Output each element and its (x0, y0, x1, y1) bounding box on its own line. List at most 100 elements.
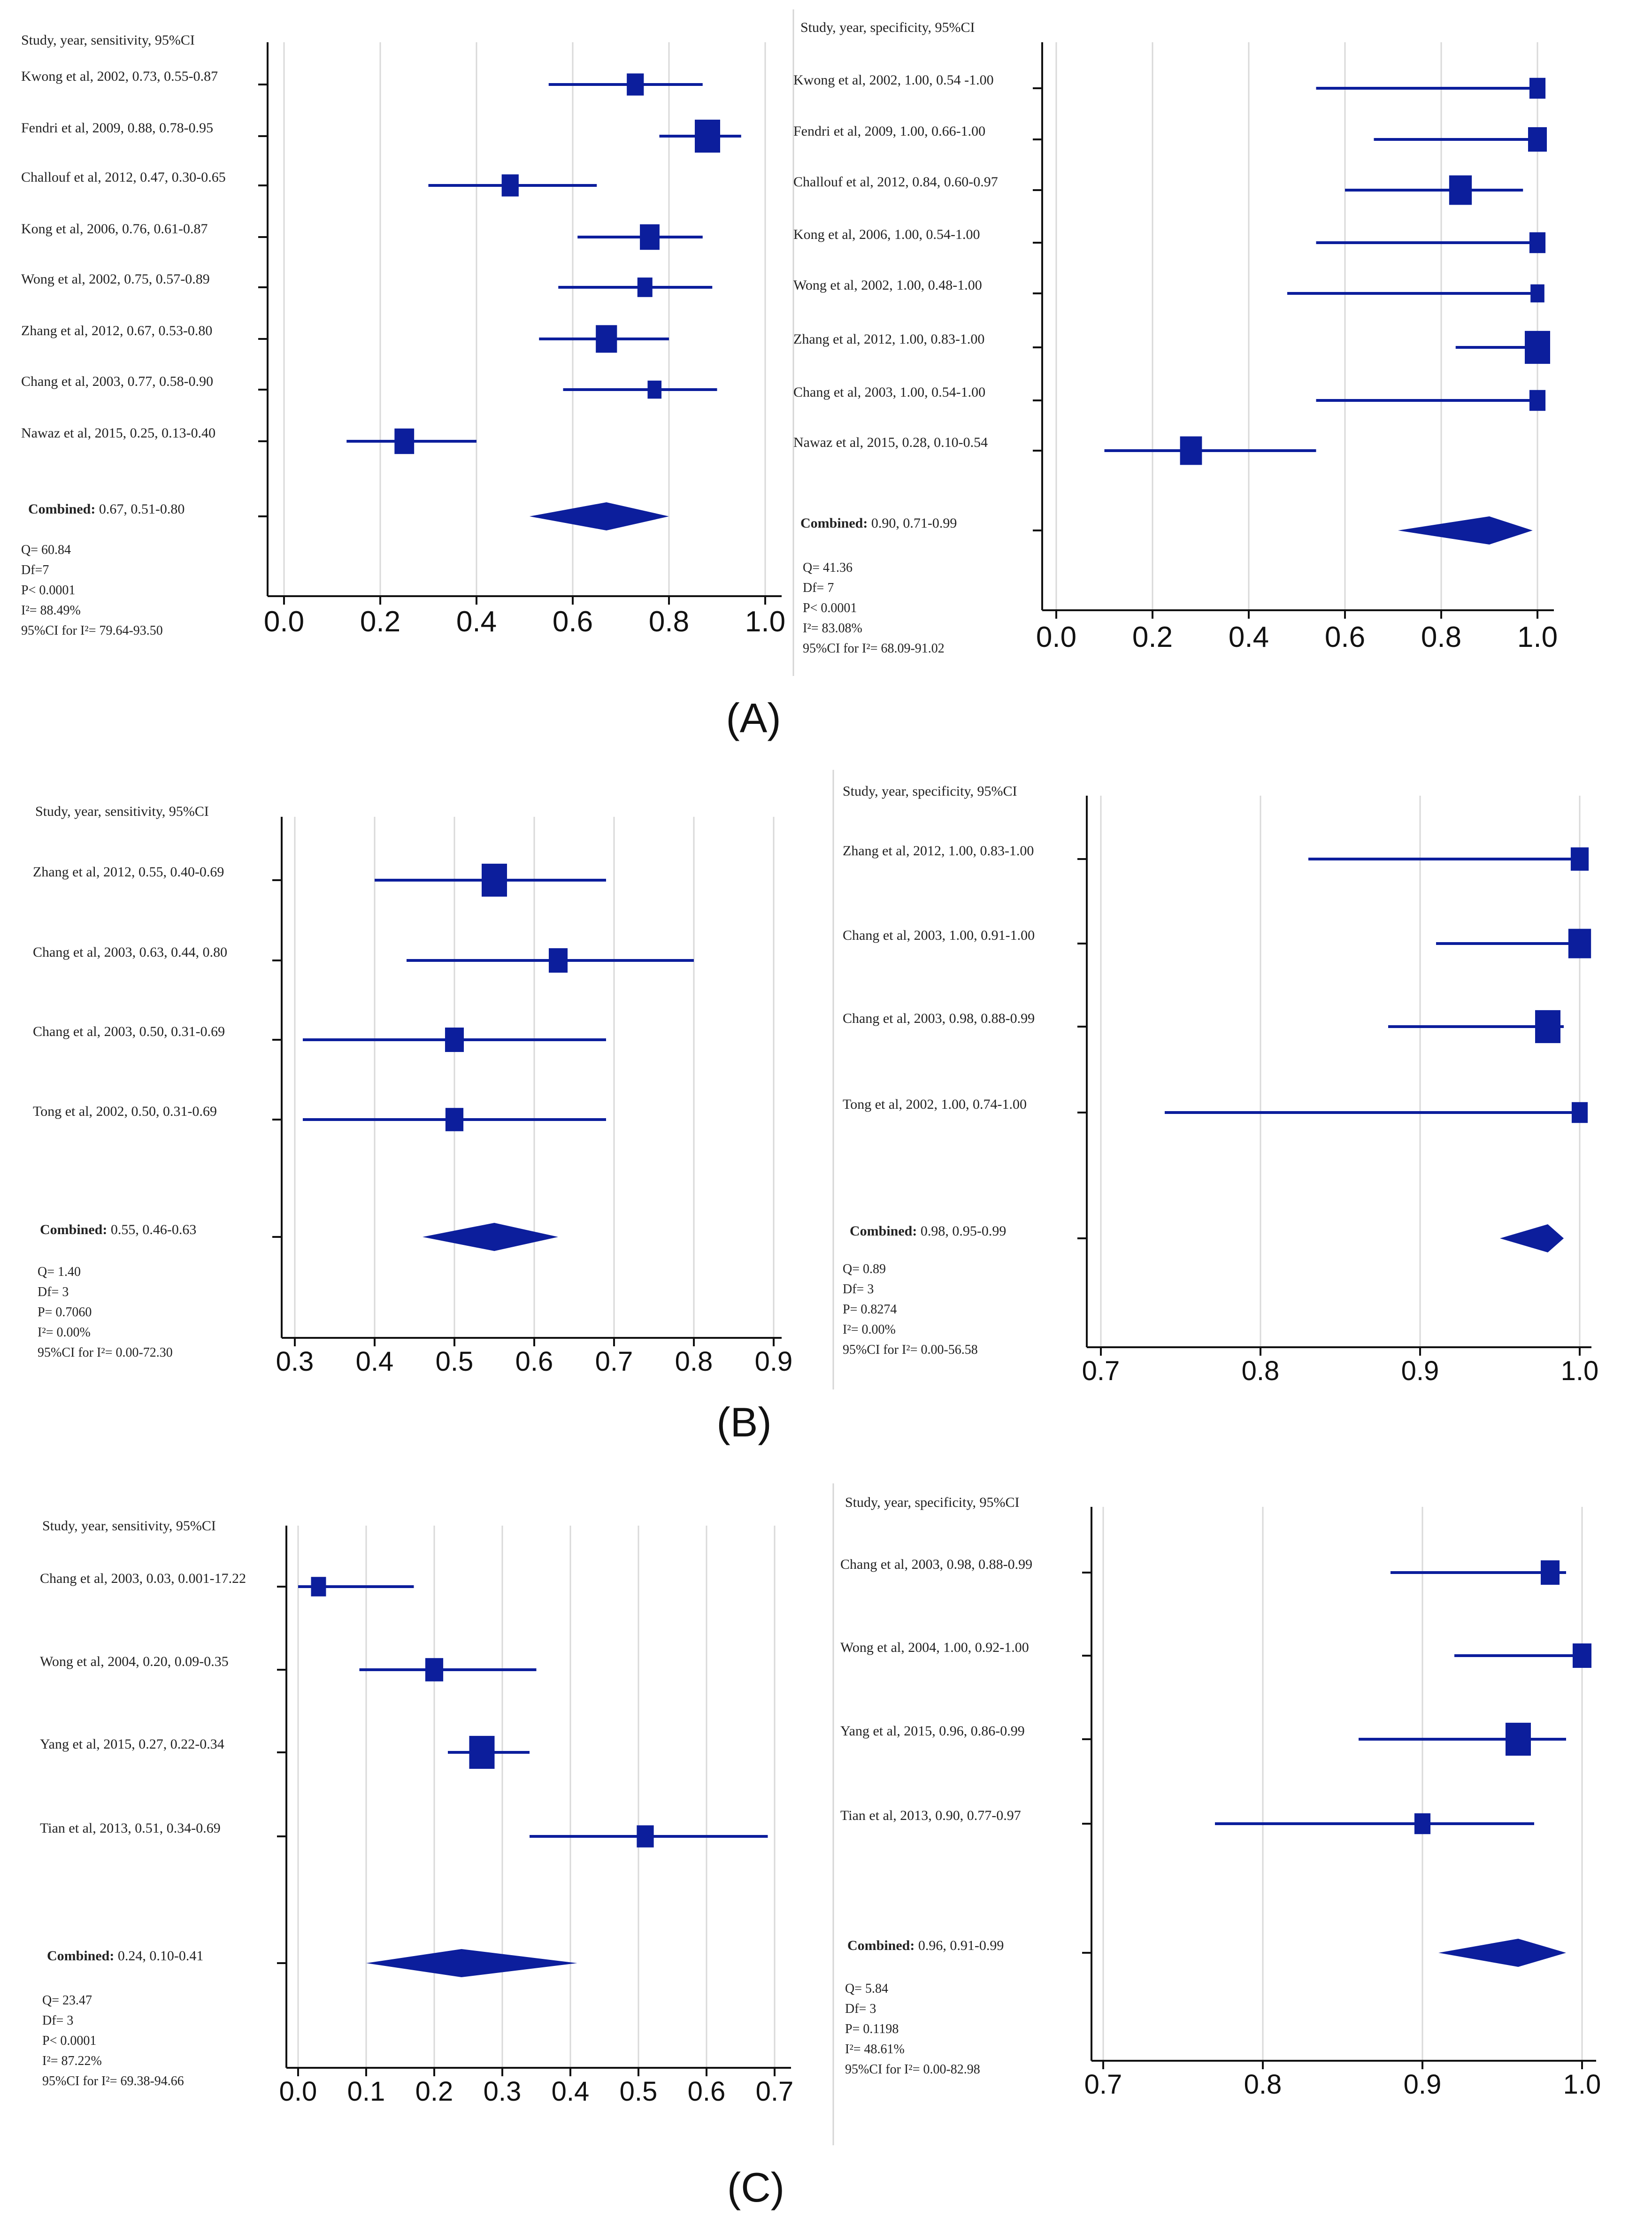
panel-c-left-stat-line: Df= 3 (42, 2013, 73, 2028)
panel-a-left-combined-label-bold: Combined: (28, 501, 95, 517)
panel-b-right-study-label: Chang et al, 2003, 1.00, 0.91-1.00 (843, 928, 1035, 943)
panel-c-right-study-label: Wong et al, 2004, 1.00, 0.92-1.00 (840, 1640, 1029, 1655)
panel-a-left-point-estimate (501, 174, 519, 197)
panel-c-left-point-estimate (425, 1658, 444, 1681)
panel-a-right-tick-label: 0.8 (1421, 621, 1461, 653)
panel-b-left-point-estimate (445, 1108, 464, 1131)
panel-a-left-tick-label: 0.4 (456, 606, 497, 638)
panel-a-right-point-estimate (1449, 175, 1472, 205)
panel-a-left-study-label: Challouf et al, 2012, 0.47, 0.30-0.65 (21, 169, 226, 185)
panel-a-left-point-estimate (394, 428, 415, 454)
panel-b-right-combined-label-values: 0.98, 0.95-0.99 (917, 1223, 1006, 1239)
panel-b-left-tick-label: 0.6 (515, 1346, 553, 1377)
panel-a-left: 0.0 0.2 0.4 0.6 0.8 1.0 Study, year, sensitivi… (21, 32, 785, 638)
panel-c-left-tick-label: 0.0 (279, 2076, 317, 2107)
panel-c-right: 0.7 0.8 0.9 1.0 Study, year, specificity, 95… (840, 1495, 1601, 2100)
panel-b-left-stat-line: Df= 3 (38, 1285, 69, 1299)
panel-a-left-tick-label: 0.8 (649, 606, 689, 638)
panel-a-right-point-estimate (1180, 436, 1202, 465)
panel-b-right-tick-label: 0.9 (1401, 1356, 1439, 1386)
panel-a-right-tick-label: 0.0 (1036, 621, 1076, 653)
panel-a-left-tick-label: 0.0 (264, 606, 304, 638)
panel-c-left-combined-label-bold: Combined: (47, 1948, 114, 1964)
panel-a-left-point-estimate (640, 224, 660, 250)
panel-c-left-study-label: Yang et al, 2015, 0.27, 0.22-0.34 (40, 1736, 224, 1752)
panel-a-right-tick-label: 1.0 (1517, 621, 1558, 653)
panel-a-left-stat-line: 95%CI for I²= 79.64-93.50 (21, 623, 163, 638)
panel-b-left: 0.3 0.4 0.5 0.6 0.7 0.8 0.9 Study, year, sensit… (33, 804, 792, 1377)
panel-a-left-study-label: Fendri et al, 2009, 0.88, 0.78-0.95 (21, 120, 213, 136)
panel-b-left-combined-diamond (423, 1223, 558, 1251)
panel-b-right-study-label: Tong et al, 2002, 1.00, 0.74-1.00 (843, 1097, 1027, 1112)
panel-b-right-stat-line: P= 0.8274 (843, 1302, 897, 1317)
panel-a-right-column-title: Study, year, specificity, 95%CI (800, 20, 975, 35)
panel-a-left-study-label: Kong et al, 2006, 0.76, 0.61-0.87 (21, 221, 207, 237)
panel-a-right-point-estimate (1529, 232, 1546, 253)
caption-a: (A) (726, 695, 781, 741)
panel-b-left-study-label: Chang et al, 2003, 0.50, 0.31-0.69 (33, 1024, 225, 1039)
panel-b-left-tick-label: 0.5 (436, 1346, 474, 1377)
panel-a-right-study-label: Kwong et al, 2002, 1.00, 0.54 -1.00 (793, 72, 994, 88)
panel-a-left-combined-diamond (529, 502, 669, 530)
panel-b-left-tick-label: 0.4 (356, 1346, 394, 1377)
panel-a-right-study-label: Zhang et al, 2012, 1.00, 0.83-1.00 (793, 331, 984, 347)
panel-a-left-tick-label: 0.2 (360, 606, 400, 638)
panel-b-left-stat-line: Q= 1.40 (38, 1265, 81, 1279)
panel-b-left-combined-label-values: 0.55, 0.46-0.63 (107, 1222, 196, 1237)
panel-a-left-combined-label-values: 0.67, 0.51-0.80 (95, 501, 184, 517)
panel-b-right-column-title: Study, year, specificity, 95%CI (843, 783, 1017, 799)
panel-a-right-study-label: Challouf et al, 2012, 0.84, 0.60-0.97 (793, 174, 998, 190)
panel-b-left-tick-label: 0.7 (595, 1346, 633, 1377)
panel-c-right-point-estimate (1540, 1560, 1560, 1585)
panel-c-left-column-title: Study, year, sensitivity, 95%CI (42, 1518, 216, 1534)
panel-c-right-study-label: Chang et al, 2003, 0.98, 0.88-0.99 (840, 1557, 1032, 1572)
panel-c-left-stat-line: I²= 87.22% (42, 2054, 102, 2068)
panel-b-left-stat-line: 95%CI for I²= 0.00-72.30 (38, 1345, 173, 1360)
panel-c-left-tick-label: 0.4 (552, 2076, 590, 2107)
panel-c-right-stat-line: Q= 5.84 (845, 1981, 888, 1996)
panel-b-left-study-label: Zhang et al, 2012, 0.55, 0.40-0.69 (33, 864, 224, 880)
panel-c-right-point-estimate (1506, 1722, 1531, 1756)
panel-c-left-point-estimate (469, 1735, 495, 1769)
panel-b-left-column-title: Study, year, sensitivity, 95%CI (35, 804, 209, 819)
panel-c-right-stat-line: 95%CI for I²= 0.00-82.98 (845, 2062, 980, 2077)
panel-a-right-tick-label: 0.6 (1325, 621, 1365, 653)
panel-c-right-tick-label: 1.0 (1563, 2069, 1601, 2100)
panel-c-left-tick-label: 0.5 (620, 2076, 658, 2107)
panel-a-left-point-estimate (695, 119, 720, 153)
caption-c: (C) (727, 2164, 784, 2211)
panel-a-right: 0.0 0.2 0.4 0.6 0.8 1.0 Study, year, specifici… (793, 20, 1558, 656)
panel-c-right-stat-line: P= 0.1198 (845, 2022, 899, 2036)
panel-b-right-point-estimate (1571, 1102, 1588, 1123)
panel-a-right-point-estimate (1529, 390, 1546, 411)
panel-a-left-column-title: Study, year, sensitivity, 95%CI (21, 32, 195, 48)
panel-c-left-combined-label: Combined: 0.24, 0.10-0.41 (47, 1948, 203, 1964)
panel-b-right-tick-label: 0.8 (1242, 1356, 1280, 1386)
panel-a-left-stat-line: P< 0.0001 (21, 583, 75, 598)
panel-a-left-point-estimate (627, 73, 644, 96)
panel-c-right-study-label: Tian et al, 2013, 0.90, 0.77-0.97 (840, 1808, 1021, 1823)
panel-a-right-point-estimate (1529, 77, 1546, 99)
panel-c-right-study-label: Yang et al, 2015, 0.96, 0.86-0.99 (840, 1723, 1025, 1739)
panel-b-right-point-estimate (1535, 1010, 1560, 1044)
panel-b-right-point-estimate (1570, 847, 1589, 871)
panel-c-left-stat-line: 95%CI for I²= 69.38-94.66 (42, 2074, 184, 2088)
panel-b-right-tick-label: 1.0 (1561, 1356, 1599, 1386)
panel-c-left-study-label: Wong et al, 2004, 0.20, 0.09-0.35 (40, 1654, 229, 1669)
panel-b-left-study-label: Tong et al, 2002, 0.50, 0.31-0.69 (33, 1104, 217, 1119)
panel-a-left-study-label: Chang et al, 2003, 0.77, 0.58-0.90 (21, 374, 213, 389)
panel-b-left-point-estimate (482, 863, 507, 897)
panel-a-right-study-label: Nawaz et al, 2015, 0.28, 0.10-0.54 (793, 435, 988, 450)
panel-c-left-stat-line: P< 0.0001 (42, 2034, 96, 2048)
panel-b-right-point-estimate (1568, 929, 1591, 959)
panel-a-right-combined-label-values: 0.90, 0.71-0.99 (868, 515, 957, 531)
panel-a-left-study-label: Wong et al, 2002, 0.75, 0.57-0.89 (21, 271, 210, 287)
panel-c-left-tick-label: 0.7 (756, 2076, 794, 2107)
panel-b-left-point-estimate (445, 1027, 464, 1052)
panel-c-right-stat-line: Df= 3 (845, 2002, 876, 2016)
panel-c-left-combined-diamond (366, 1949, 577, 1977)
panel-b-left-stat-line: I²= 0.00% (38, 1325, 91, 1340)
panel-a-right-combined-label-bold: Combined: (800, 515, 868, 531)
panel-a-right-stat-line: 95%CI for I²= 68.09-91.02 (803, 641, 945, 656)
panel-a-left-tick-label: 0.6 (553, 606, 593, 638)
